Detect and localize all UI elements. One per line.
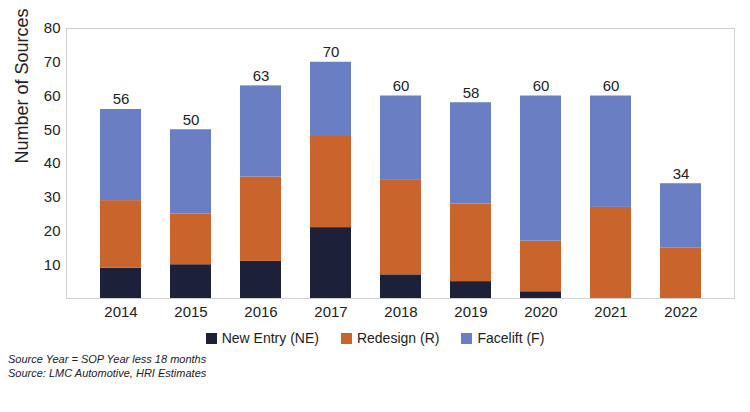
svg-text:60: 60	[533, 77, 550, 94]
svg-text:63: 63	[253, 67, 270, 84]
svg-text:2016: 2016	[244, 303, 277, 320]
svg-text:2019: 2019	[454, 303, 487, 320]
html-text:Source: LMC Automotive, HRI Es: Source: LMC Automotive, HRI Estimates	[8, 367, 207, 379]
html-text:Facelift (F): Facelift (F)	[477, 330, 545, 346]
svg-text:70: 70	[44, 53, 61, 70]
svg-text:10: 10	[44, 256, 61, 273]
svg-text:60: 60	[393, 77, 410, 94]
svg-text:2022: 2022	[664, 303, 697, 320]
svg-text:70: 70	[323, 43, 340, 60]
svg-text:2017: 2017	[314, 303, 347, 320]
svg-text:2014: 2014	[104, 303, 137, 320]
svg-text:20: 20	[44, 222, 61, 239]
svg-text:50: 50	[44, 121, 61, 138]
svg-text:Number of Sources: Number of Sources	[12, 8, 32, 163]
svg-text:40: 40	[44, 154, 61, 171]
svg-text:34: 34	[673, 165, 690, 182]
html-text:Source Year = SOP Year less 18: Source Year = SOP Year less 18 months	[8, 353, 207, 365]
svg-text:56: 56	[113, 90, 130, 107]
svg-text:30: 30	[44, 188, 61, 205]
svg-text:50: 50	[183, 111, 200, 128]
svg-text:2018: 2018	[384, 303, 417, 320]
svg-text:2020: 2020	[524, 303, 557, 320]
html-text:New Entry (NE): New Entry (NE)	[221, 330, 319, 346]
svg-text:58: 58	[463, 84, 480, 101]
svg-text:2015: 2015	[174, 303, 207, 320]
svg-text:2021: 2021	[594, 303, 627, 320]
svg-text:60: 60	[44, 87, 61, 104]
html-text:Redesign (R): Redesign (R)	[356, 330, 440, 346]
svg-text:80: 80	[44, 19, 61, 36]
svg-text:60: 60	[603, 77, 620, 94]
